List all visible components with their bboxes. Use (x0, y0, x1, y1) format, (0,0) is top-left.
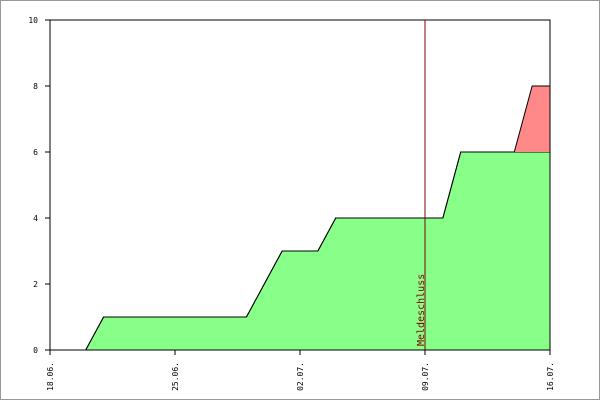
y-tick-label: 10 (28, 16, 38, 25)
y-tick-label: 6 (33, 148, 38, 157)
x-tick-label: 16.07. (546, 362, 555, 391)
x-tick-label: 02.07. (296, 362, 305, 391)
deadline-label: Meldeschluss (416, 274, 427, 346)
area-line (50, 85, 550, 351)
y-tick-label: 8 (33, 82, 38, 91)
y-tick-label: 2 (33, 280, 38, 289)
y-tick-label: 0 (33, 346, 38, 355)
y-tick-label: 4 (33, 214, 38, 223)
x-tick-label: 25.06. (171, 362, 180, 391)
x-tick-label: 09.07. (421, 362, 430, 391)
x-tick-label: 18.06. (46, 362, 55, 391)
